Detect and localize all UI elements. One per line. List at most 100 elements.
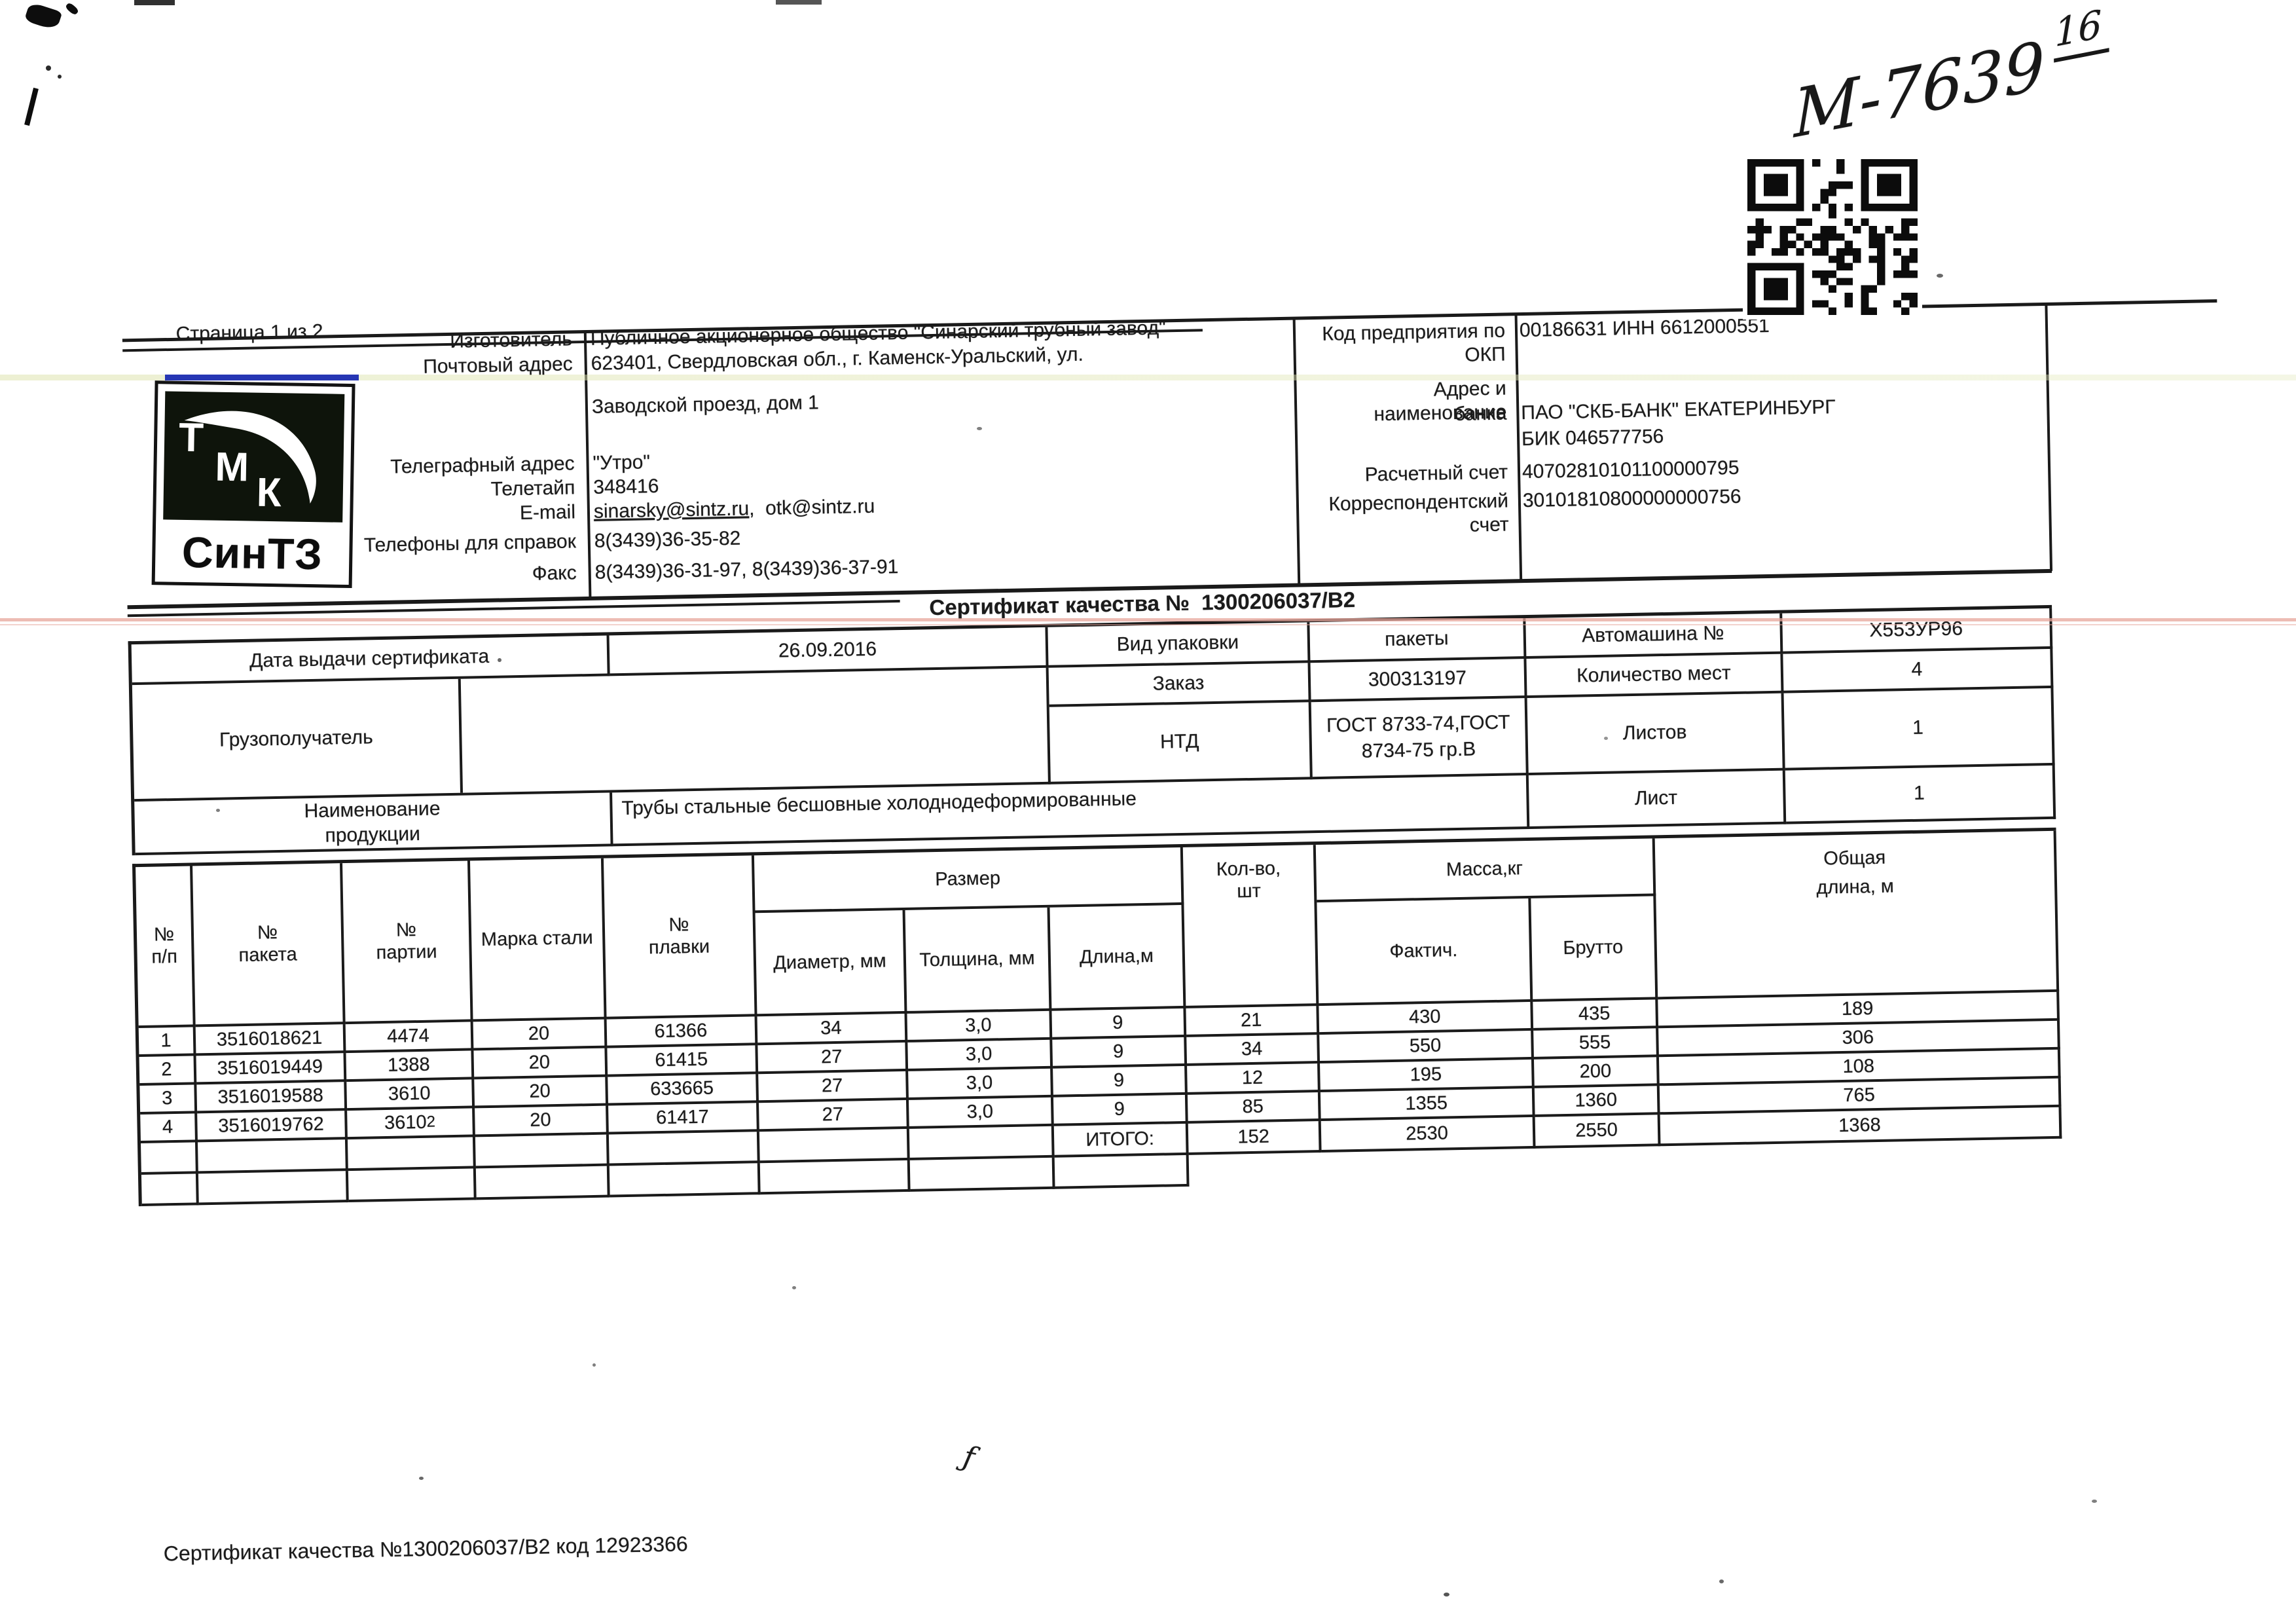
table-row-cell: 3,0 — [907, 1039, 1053, 1071]
corr-account-row: Корреспондентский счет 30101810800000000… — [1299, 479, 2059, 541]
corr-account-value: 30101810800000000756 — [1522, 485, 1741, 512]
table-row-cell: 1360 — [1534, 1086, 1660, 1117]
empty-cell — [609, 1163, 761, 1198]
table-row-cell: 27 — [759, 1099, 909, 1132]
okp-row: Код предприятия по ОКП 00186631 ИНН 6612… — [1296, 309, 2056, 371]
table-row-cell: 195 — [1320, 1059, 1535, 1093]
table-row-cell: 3610 — [346, 1079, 475, 1111]
email-value-2: , otk@sintz.ru — [748, 495, 875, 520]
table-row-cell: 1388 — [346, 1050, 475, 1082]
logo-letter-m: М — [214, 444, 249, 490]
sheets-label-cell: Листов — [1527, 693, 1785, 775]
col-header-qty: Кол-во, шт — [1182, 845, 1319, 1008]
qr-code — [1743, 155, 1922, 320]
col-header-melt: № плавки — [603, 855, 757, 1020]
col-header-package: № пакета — [192, 863, 346, 1027]
table-row-cell: 3 — [139, 1084, 198, 1115]
fax-value: 8(3439)36-31-97, 8(3439)36-37-91 — [594, 556, 899, 583]
col-header-num: № п/п — [136, 866, 196, 1029]
table-row-cell: 61417 — [608, 1103, 759, 1135]
telegraph-value: "Утро" — [592, 451, 651, 474]
scan-smudge — [776, 0, 822, 5]
logo-letter-k: К — [256, 470, 282, 516]
consignee-label: Грузополучатель — [219, 726, 374, 751]
empty-cell — [141, 1173, 199, 1207]
table-row-cell: 61415 — [607, 1045, 759, 1077]
table-row-cell: 200 — [1533, 1057, 1660, 1088]
col-header-total-length: Общая длина, м — [1654, 830, 2060, 1000]
table-row-cell: 27 — [758, 1071, 909, 1103]
table-row-cell: 3516018621 — [195, 1024, 346, 1056]
totals-empty-cell — [475, 1134, 610, 1169]
table-row-cell: 12 — [1187, 1063, 1321, 1095]
totals-empty-cell — [608, 1132, 760, 1166]
post-address-value-line2: Заводской проезд, дом 1 — [591, 392, 820, 418]
totals-empty-cell — [909, 1126, 1055, 1160]
email-value-1: sinarsky@sintz.ru — [593, 498, 750, 523]
packaging-label-cell: Вид упаковки — [1048, 622, 1311, 668]
col-header-mass-group: Масса,кг — [1315, 838, 1656, 903]
tmk-swoosh-icon — [184, 411, 316, 504]
table-row-cell: 550 — [1319, 1030, 1534, 1064]
sheet-value-cell: 1 — [1785, 765, 2056, 824]
table-row-cell: 9 — [1053, 1065, 1188, 1098]
account-value: 40702810101100000795 — [1522, 456, 1740, 483]
empty-cell — [475, 1166, 610, 1200]
phones-value: 8(3439)36-35-82 — [594, 527, 741, 552]
scanner-streak-yellow-blue — [0, 375, 2296, 380]
table-row-cell: 1355 — [1320, 1088, 1535, 1122]
table-row-cell: 430 — [1319, 1001, 1534, 1035]
logo-sintz-label: СинТЗ — [181, 527, 323, 579]
col-header-gross: Брутто — [1531, 896, 1658, 1002]
pipes-data-table: № п/п № пакета № партии Марка стали № плавки… — [132, 827, 2063, 1207]
table-row-cell: 3610 2 — [347, 1108, 475, 1140]
table-row-cell: 435 — [1533, 999, 1659, 1031]
empty-cell — [909, 1157, 1055, 1192]
bank-name-value: ПАО "СКБ-БАНК" ЕКАТЕРИНБУРГ — [1521, 396, 1836, 424]
order-value-cell: 300313197 — [1310, 659, 1527, 703]
scanner-streak-pink-thin — [0, 624, 2296, 625]
totals-label-cell: ИТОГО: — [1053, 1123, 1189, 1158]
col-header-steel: Марка стали — [469, 858, 607, 1022]
tmk-sintz-logo: Т М К СинТЗ — [151, 380, 355, 589]
table-row-cell: 3,0 — [907, 1010, 1053, 1043]
truck-value-cell: Х553УР96 — [1782, 608, 2053, 654]
consignee-empty-box — [458, 667, 1048, 793]
empty-cell — [1054, 1154, 1190, 1189]
table-row-cell: 555 — [1533, 1028, 1659, 1060]
col-header-size-group: Размер — [754, 847, 1184, 913]
empty-cell — [198, 1171, 349, 1206]
ntd-value-cell: ГОСТ 8733-74,ГОСТ 8734-75 гр.В — [1311, 697, 1529, 780]
col-header-diameter: Диаметр, мм — [755, 910, 907, 1017]
table-row-cell: 3,0 — [908, 1068, 1053, 1100]
logo-letter-t: Т — [178, 415, 204, 461]
okp-label: Код предприятия по ОКП — [1321, 320, 1506, 366]
sheets-value-cell: 1 — [1783, 688, 2055, 771]
table-row-cell: 20 — [473, 1019, 608, 1051]
bank-label-line2: банка — [1453, 402, 1507, 426]
totals-fact-cell: 2530 — [1321, 1116, 1536, 1153]
table-row-cell: 4 — [140, 1113, 198, 1144]
okp-value: 00186631 ИНН 6612000551 — [1519, 314, 1770, 342]
account-label: Расчетный счет — [1364, 461, 1508, 486]
table-row-cell: 20 — [474, 1077, 609, 1109]
table-row-cell: 20 — [475, 1105, 609, 1137]
table-row-cell: 1 — [138, 1027, 196, 1058]
qr-code-icon — [1747, 159, 1918, 315]
table-row-cell: 9 — [1053, 1094, 1188, 1126]
totals-empty-cell — [198, 1139, 348, 1174]
certificate-info-table: Дата выдачи сертификата 26.09.2016 Вид у… — [128, 604, 2056, 856]
places-label-cell: Количество мест — [1526, 654, 1784, 698]
table-row-cell: 9 — [1052, 1037, 1188, 1069]
totals-qty-cell: 152 — [1188, 1121, 1322, 1155]
ntd-label-cell: НТД — [1049, 702, 1313, 784]
consignee-cell: Грузополучатель — [132, 667, 1051, 802]
table-row-cell: 3516019449 — [196, 1053, 347, 1085]
order-label-cell: Заказ — [1048, 663, 1311, 707]
totals-empty-cell — [347, 1137, 476, 1172]
table-row-cell: 61366 — [606, 1016, 758, 1048]
table-row-cell: 34 — [1186, 1035, 1321, 1066]
table-row-cell: 20 — [473, 1048, 608, 1080]
empty-cell — [759, 1160, 911, 1195]
